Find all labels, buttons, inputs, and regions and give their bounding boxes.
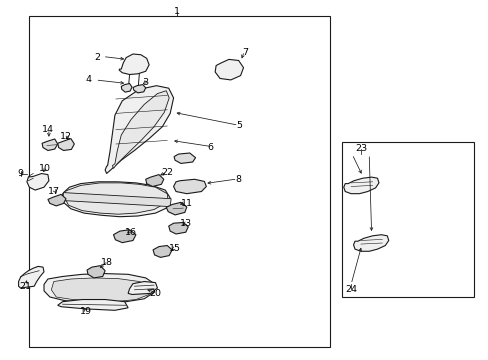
Polygon shape [215,59,243,80]
Polygon shape [145,175,163,186]
Polygon shape [353,235,388,251]
Text: 1: 1 [174,7,180,16]
Text: 23: 23 [354,144,366,153]
Bar [342,142,473,297]
Polygon shape [19,266,44,288]
Polygon shape [62,193,171,207]
Polygon shape [51,278,150,302]
Polygon shape [173,179,206,194]
Text: 6: 6 [207,143,213,152]
Text: 7: 7 [242,48,248,57]
Text: 24: 24 [345,285,356,294]
Text: 9: 9 [18,169,23,178]
Polygon shape [27,174,49,190]
Text: 19: 19 [80,307,91,316]
Polygon shape [119,54,149,75]
Text: 15: 15 [169,244,181,253]
Bar [29,16,329,347]
Polygon shape [87,266,105,278]
Polygon shape [42,139,58,150]
Text: 11: 11 [181,199,192,208]
Text: 10: 10 [39,163,51,172]
Text: 13: 13 [180,219,191,228]
Text: 5: 5 [236,122,242,130]
Polygon shape [58,139,74,150]
Text: 20: 20 [149,289,161,298]
Polygon shape [112,91,169,168]
Text: 14: 14 [42,125,54,134]
Text: 3: 3 [142,78,148,87]
Polygon shape [44,274,155,303]
Text: 4: 4 [86,76,92,85]
Polygon shape [133,85,145,93]
Text: 16: 16 [125,228,137,237]
Polygon shape [153,246,172,257]
Text: 8: 8 [235,175,241,184]
Polygon shape [128,282,157,294]
Polygon shape [166,202,186,215]
Text: 22: 22 [161,168,173,177]
Text: 2: 2 [94,53,100,62]
Text: 12: 12 [60,132,72,141]
Text: 18: 18 [101,258,112,266]
Polygon shape [61,182,170,217]
Polygon shape [168,222,188,234]
Polygon shape [343,177,378,194]
Polygon shape [48,194,66,206]
Polygon shape [105,86,173,174]
Polygon shape [121,84,132,92]
Polygon shape [174,153,195,163]
Polygon shape [58,300,128,310]
Text: 17: 17 [48,187,60,196]
Polygon shape [113,230,136,243]
Text: 21: 21 [20,282,31,291]
Polygon shape [64,183,168,214]
